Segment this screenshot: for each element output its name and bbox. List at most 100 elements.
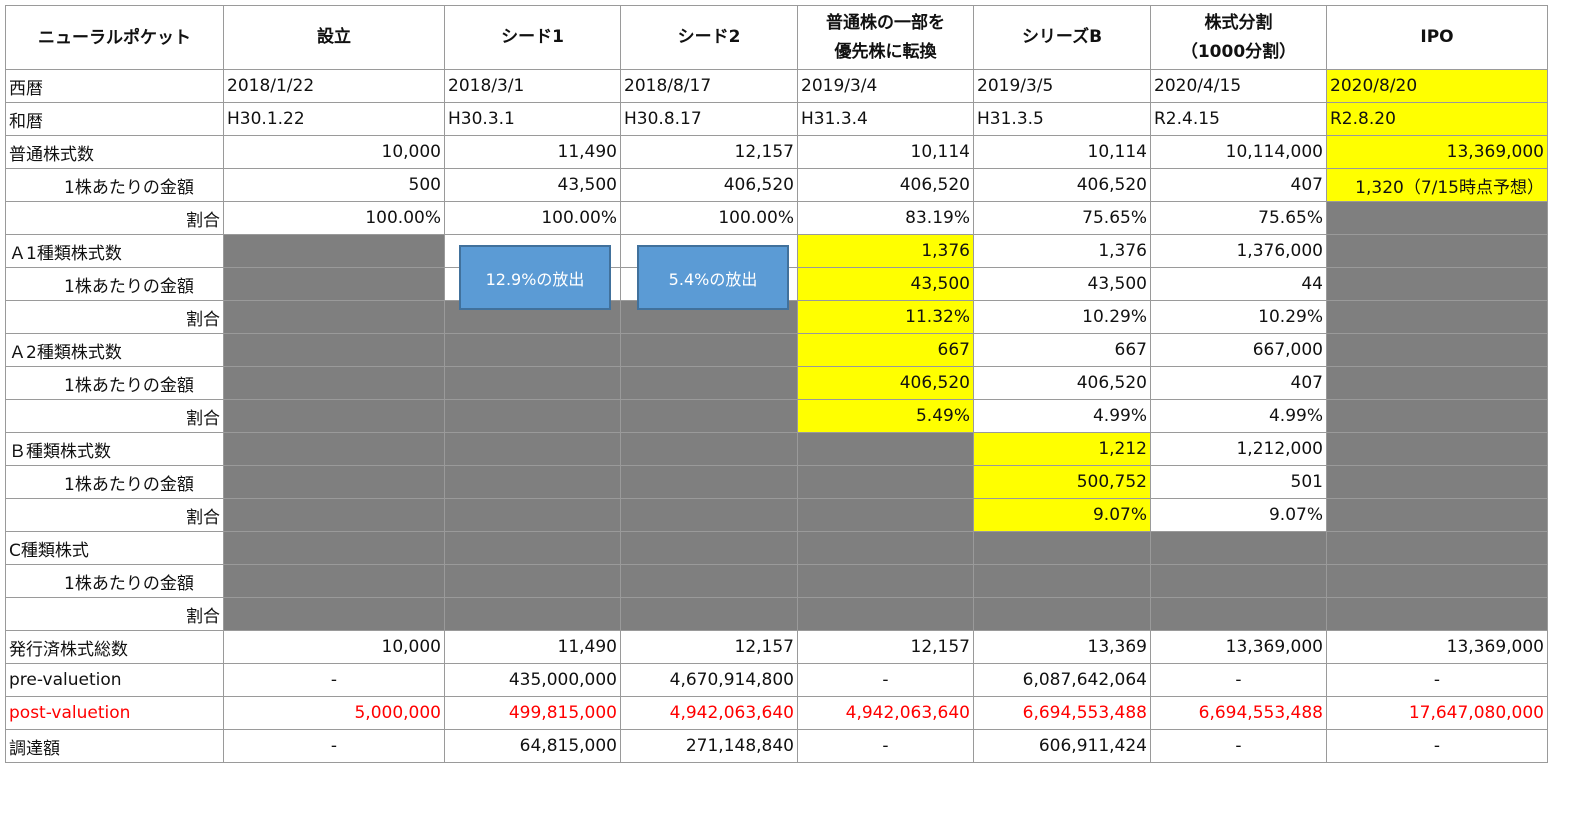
col-header-stock-split[interactable]: 株式分割 （1000分割） bbox=[1150, 5, 1327, 70]
table-cell[interactable]: 501 bbox=[1150, 465, 1327, 499]
table-cell[interactable]: 100.00% bbox=[223, 201, 445, 235]
row-label[interactable]: C種類株式 bbox=[5, 531, 224, 565]
table-cell[interactable]: 4,942,063,640 bbox=[620, 696, 798, 730]
table-cell[interactable]: - bbox=[1326, 663, 1548, 697]
table-cell[interactable] bbox=[223, 399, 445, 433]
table-cell[interactable]: 75.65% bbox=[1150, 201, 1327, 235]
table-cell[interactable]: 10,114,000 bbox=[1150, 135, 1327, 169]
table-cell[interactable]: 2018/1/22 bbox=[223, 69, 445, 103]
table-cell[interactable] bbox=[444, 399, 621, 433]
table-cell[interactable]: 5.49% bbox=[797, 399, 974, 433]
table-cell[interactable]: 406,520 bbox=[620, 168, 798, 202]
table-cell[interactable] bbox=[797, 531, 974, 565]
table-cell[interactable] bbox=[1326, 201, 1548, 235]
col-header-seed1[interactable]: シード1 bbox=[444, 5, 621, 70]
table-cell[interactable] bbox=[1150, 531, 1327, 565]
table-cell[interactable]: 10,000 bbox=[223, 630, 445, 664]
table-cell[interactable] bbox=[973, 597, 1151, 631]
col-header-founding[interactable]: 設立 bbox=[223, 5, 445, 70]
table-cell[interactable] bbox=[1326, 399, 1548, 433]
table-cell[interactable]: 10,114 bbox=[797, 135, 974, 169]
row-label[interactable]: 1株あたりの金額 bbox=[5, 168, 224, 202]
table-cell[interactable]: - bbox=[1150, 663, 1327, 697]
table-cell[interactable] bbox=[223, 465, 445, 499]
table-cell[interactable]: 2020/8/20 bbox=[1326, 69, 1548, 103]
table-cell[interactable]: 11.32% bbox=[797, 300, 974, 334]
table-cell[interactable]: 6,694,553,488 bbox=[1150, 696, 1327, 730]
table-cell[interactable]: 13,369,000 bbox=[1326, 135, 1548, 169]
table-cell[interactable]: 10.29% bbox=[973, 300, 1151, 334]
table-cell[interactable]: 12,157 bbox=[797, 630, 974, 664]
table-cell[interactable] bbox=[444, 465, 621, 499]
table-cell[interactable]: 407 bbox=[1150, 366, 1327, 400]
table-cell[interactable]: 2020/4/15 bbox=[1150, 69, 1327, 103]
table-cell[interactable]: - bbox=[1150, 729, 1327, 763]
table-cell[interactable]: - bbox=[223, 663, 445, 697]
table-cell[interactable] bbox=[223, 498, 445, 532]
table-cell[interactable] bbox=[1326, 531, 1548, 565]
table-cell[interactable] bbox=[620, 366, 798, 400]
table-cell[interactable] bbox=[797, 564, 974, 598]
table-cell[interactable] bbox=[1326, 267, 1548, 301]
table-cell[interactable]: 11,490 bbox=[444, 135, 621, 169]
table-cell[interactable]: 667 bbox=[797, 333, 974, 367]
table-cell[interactable]: 1,212,000 bbox=[1150, 432, 1327, 466]
table-cell[interactable]: 407 bbox=[1150, 168, 1327, 202]
table-cell[interactable] bbox=[223, 366, 445, 400]
company-name-cell[interactable]: ニューラルポケット bbox=[5, 5, 224, 70]
table-cell[interactable]: 2019/3/5 bbox=[973, 69, 1151, 103]
table-cell[interactable]: 10.29% bbox=[1150, 300, 1327, 334]
table-cell[interactable]: 1,376 bbox=[973, 234, 1151, 268]
table-cell[interactable]: R2.8.20 bbox=[1326, 102, 1548, 136]
row-label[interactable]: Ａ2種類株式数 bbox=[5, 333, 224, 367]
row-label[interactable]: post-valuetion bbox=[5, 696, 224, 730]
table-cell[interactable]: 44 bbox=[1150, 267, 1327, 301]
table-cell[interactable] bbox=[223, 432, 445, 466]
row-label[interactable]: 1株あたりの金額 bbox=[5, 465, 224, 499]
table-cell[interactable] bbox=[620, 531, 798, 565]
table-cell[interactable] bbox=[797, 432, 974, 466]
row-label[interactable]: 調達額 bbox=[5, 729, 224, 763]
table-cell[interactable]: 100.00% bbox=[444, 201, 621, 235]
table-cell[interactable]: - bbox=[797, 729, 974, 763]
row-label[interactable]: 割合 bbox=[5, 300, 224, 334]
table-cell[interactable] bbox=[444, 333, 621, 367]
table-cell[interactable] bbox=[223, 597, 445, 631]
table-cell[interactable] bbox=[444, 597, 621, 631]
table-cell[interactable]: - bbox=[797, 663, 974, 697]
table-cell[interactable]: 606,911,424 bbox=[973, 729, 1151, 763]
table-cell[interactable]: 2019/3/4 bbox=[797, 69, 974, 103]
table-cell[interactable]: 13,369,000 bbox=[1326, 630, 1548, 664]
table-cell[interactable]: 43,500 bbox=[444, 168, 621, 202]
table-cell[interactable] bbox=[1326, 465, 1548, 499]
row-label[interactable]: 和暦 bbox=[5, 102, 224, 136]
table-cell[interactable]: H30.3.1 bbox=[444, 102, 621, 136]
row-label[interactable]: 普通株式数 bbox=[5, 135, 224, 169]
table-cell[interactable]: 64,815,000 bbox=[444, 729, 621, 763]
table-cell[interactable]: 2018/3/1 bbox=[444, 69, 621, 103]
table-cell[interactable] bbox=[1326, 300, 1548, 334]
table-cell[interactable]: 4.99% bbox=[973, 399, 1151, 433]
table-cell[interactable]: 406,520 bbox=[797, 366, 974, 400]
table-cell[interactable] bbox=[973, 564, 1151, 598]
table-cell[interactable]: 4,942,063,640 bbox=[797, 696, 974, 730]
table-cell[interactable]: 9.07% bbox=[973, 498, 1151, 532]
table-cell[interactable]: 6,087,642,064 bbox=[973, 663, 1151, 697]
table-cell[interactable] bbox=[223, 300, 445, 334]
table-cell[interactable]: R2.4.15 bbox=[1150, 102, 1327, 136]
table-cell[interactable] bbox=[444, 531, 621, 565]
row-label[interactable]: 1株あたりの金額 bbox=[5, 564, 224, 598]
table-cell[interactable]: 4,670,914,800 bbox=[620, 663, 798, 697]
col-header-seed2[interactable]: シード2 bbox=[620, 5, 798, 70]
table-cell[interactable] bbox=[797, 465, 974, 499]
table-cell[interactable] bbox=[620, 465, 798, 499]
table-cell[interactable] bbox=[1326, 597, 1548, 631]
table-cell[interactable]: - bbox=[1326, 729, 1548, 763]
table-cell[interactable]: 17,647,080,000 bbox=[1326, 696, 1548, 730]
table-cell[interactable] bbox=[620, 432, 798, 466]
table-cell[interactable]: H31.3.5 bbox=[973, 102, 1151, 136]
row-label[interactable]: 割合 bbox=[5, 597, 224, 631]
table-cell[interactable] bbox=[620, 498, 798, 532]
table-cell[interactable]: 12,157 bbox=[620, 135, 798, 169]
table-cell[interactable]: 435,000,000 bbox=[444, 663, 621, 697]
